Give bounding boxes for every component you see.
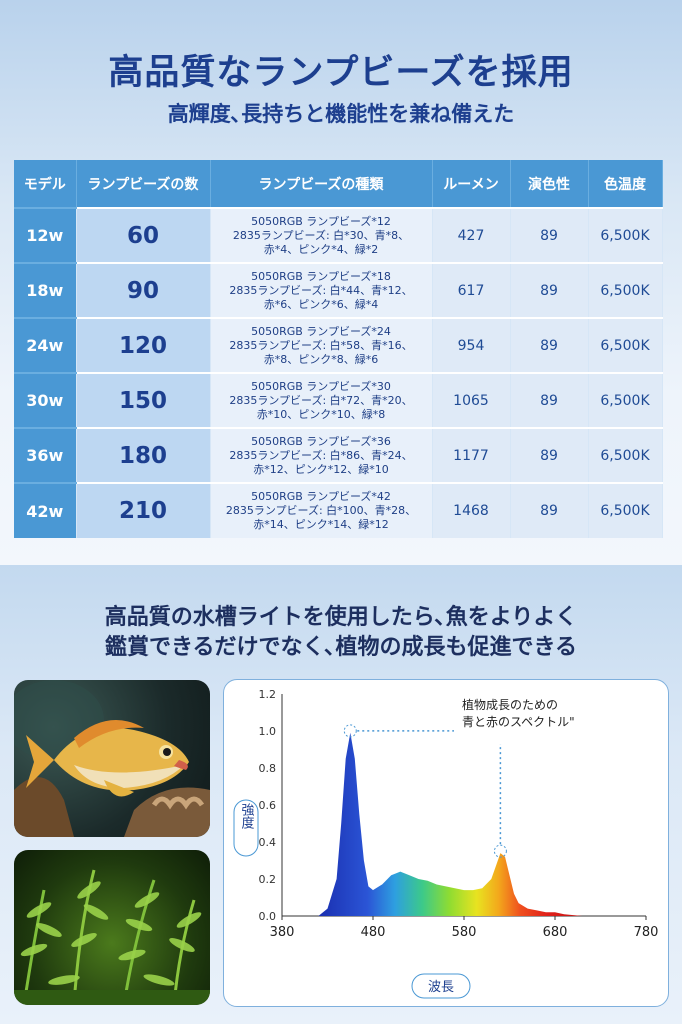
cell-model: 18w xyxy=(14,262,77,318)
cell-color-temp: 6,500K xyxy=(588,262,663,318)
lamp-type-line: 5050RGB ランプビーズ*24 xyxy=(251,324,391,338)
table-row: 42w 210 5050RGB ランプビーズ*42 2835ランプビーズ: 白*100… xyxy=(14,482,663,538)
spectrum-chart-card: 0.0 0.2 0.4 0.6 0.8 1.0 1.2 380 480 580 680 780 植物成長… xyxy=(223,679,669,1007)
cell-model: 12w xyxy=(14,207,77,263)
lamp-type-line: 5050RGB ランプビーズ*36 xyxy=(251,434,391,448)
bottom-section: 高品質の水槽ライトを使用したら､魚をよりよく 鑑賞できるだけでなく､植物の成長も… xyxy=(0,565,682,1024)
cell-cri: 89 xyxy=(510,207,589,263)
cell-lumen: 954 xyxy=(432,317,511,373)
cell-color-temp: 6,500K xyxy=(588,427,663,483)
x-tick-label: 780 xyxy=(634,925,659,940)
spectrum-area xyxy=(318,732,592,916)
cell-lamp-types: 5050RGB ランプビーズ*24 2835ランプビーズ: 白*58、青*16、赤… xyxy=(210,317,433,373)
lamp-type-line: 赤*6、ピンク*6、緑*4 xyxy=(263,297,379,311)
x-tick-label: 580 xyxy=(452,925,477,940)
cell-color-temp: 6,500K xyxy=(588,372,663,428)
description-line-1: 高品質の水槽ライトを使用したら､魚をよりよく xyxy=(104,605,578,630)
lamp-type-line: 赤*8、ピンク*8、緑*6 xyxy=(263,352,379,366)
page-title: 高品質なランプビーズを採用 xyxy=(108,53,574,93)
lamp-type-line: 2835ランプビーズ: 白*72、青*20、 xyxy=(229,393,413,407)
table-row: 18w 90 5050RGB ランプビーズ*18 2835ランプビーズ: 白*44、青… xyxy=(14,262,663,318)
y-tick-label: 0.0 xyxy=(259,910,277,923)
fish-photo xyxy=(14,680,210,837)
lamp-type-line: 5050RGB ランプビーズ*42 xyxy=(251,490,391,503)
y-tick-label: 1.2 xyxy=(259,688,277,701)
plant-photo xyxy=(14,850,210,1005)
lamp-type-line: 2835ランプビーズ: 白*86、青*24、 xyxy=(229,448,413,462)
cell-lamp-count: 210 xyxy=(76,482,211,538)
cell-lamp-types: 5050RGB ランプビーズ*36 2835ランプビーズ: 白*86、青*24、赤… xyxy=(210,427,433,483)
y-tick-label: 0.6 xyxy=(259,799,277,812)
x-label-pill xyxy=(411,973,471,999)
lamp-type-line: 2835ランプビーズ: 白*30、青*8、 xyxy=(232,228,410,242)
lamp-type-line: 2835ランプビーズ: 白*44、青*12、 xyxy=(229,283,413,297)
cell-cri: 89 xyxy=(510,372,589,428)
lamp-type-line: 2835ランプビーズ: 白*58、青*16、 xyxy=(229,338,413,352)
cell-lamp-types: 5050RGB ランプビーズ*30 2835ランプビーズ: 白*72、青*20、赤… xyxy=(210,372,433,428)
table-row: 12w 60 5050RGB ランプビーズ*12 2835ランプビーズ: 白*30、青… xyxy=(14,207,663,263)
y-tick-label: 0.4 xyxy=(259,836,277,849)
lamp-type-line: 赤*4、ピンク*4、緑*2 xyxy=(263,242,379,256)
cell-lumen: 1065 xyxy=(432,372,511,428)
table-row: 30w 150 5050RGB ランプビーズ*30 2835ランプビーズ: 白*72、… xyxy=(14,372,663,428)
lamp-type-line: 5050RGB ランプビーズ*30 xyxy=(251,379,391,393)
cell-color-temp: 6,500K xyxy=(588,317,663,373)
lamp-type-line: 5050RGB ランプビーズ*18 xyxy=(251,269,391,283)
annotation-line-1: 植物成長のための xyxy=(462,697,558,712)
y-tick-label: 0.2 xyxy=(259,873,277,886)
cell-model: 42w xyxy=(14,482,77,538)
top-section: 高品質なランプビーズを採用 高輝度､長持ちと機能性を兼ね備えた モデル ランプビ… xyxy=(0,0,682,565)
cell-cri: 89 xyxy=(510,482,589,538)
cell-model: 36w xyxy=(14,427,77,483)
page-subtitle: 高輝度､長持ちと機能性を兼ね備えた xyxy=(167,102,515,126)
header-cri: 演色性 xyxy=(510,160,589,208)
cell-lamp-types: 5050RGB ランプビーズ*42 2835ランプビーズ: 白*100、青*28、… xyxy=(210,482,433,538)
cell-lamp-types: 5050RGB ランプビーズ*12 2835ランプビーズ: 白*30、青*8、 赤*… xyxy=(210,207,433,263)
lamp-type-line: 赤*10、ピンク*10、緑*8 xyxy=(256,407,386,421)
cell-lumen: 1468 xyxy=(432,482,511,538)
x-tick-label: 680 xyxy=(543,925,568,940)
header-color-temp: 色温度 xyxy=(588,160,663,208)
cell-lamp-count: 180 xyxy=(76,427,211,483)
header-model: モデル xyxy=(14,160,77,208)
blue-peak-marker xyxy=(343,724,357,738)
lamp-type-line: 5050RGB ランプビーズ*12 xyxy=(251,214,391,228)
annotation-line-2: 青と赤のスペクトル" xyxy=(462,715,575,729)
cell-cri: 89 xyxy=(510,317,589,373)
table-row: 24w 120 5050RGB ランプビーズ*24 2835ランプビーズ: 白*58、… xyxy=(14,317,663,373)
cell-lamp-count: 150 xyxy=(76,372,211,428)
lamp-type-line: 赤*14、ピンク*14、緑*12 xyxy=(253,518,389,531)
spec-table: モデル ランプビーズの数 ランプビーズの種類 ルーメン 演色性 色温度 12w 6… xyxy=(14,160,663,538)
y-tick-label: 1.0 xyxy=(259,725,277,738)
header-lumen: ルーメン xyxy=(432,160,511,208)
cell-color-temp: 6,500K xyxy=(588,482,663,538)
description-line-2: 鑑賞できるだけでなく､植物の成長も促進できる xyxy=(104,635,578,660)
table-header-row: モデル ランプビーズの数 ランプビーズの種類 ルーメン 演色性 色温度 xyxy=(14,160,663,208)
cell-lamp-count: 90 xyxy=(76,262,211,318)
x-tick-label: 480 xyxy=(361,925,386,940)
y-label-pill xyxy=(233,799,259,857)
spectrum-chart: 0.0 0.2 0.4 0.6 0.8 1.0 1.2 380 480 580 680 780 植物成長… xyxy=(233,688,659,999)
x-axis-label: 波長 xyxy=(428,980,454,995)
red-peak-marker xyxy=(493,844,507,858)
cell-lumen: 427 xyxy=(432,207,511,263)
cell-lumen: 617 xyxy=(432,262,511,318)
table-row: 36w 180 5050RGB ランプビーズ*36 2835ランプビーズ: 白*86、… xyxy=(14,427,663,483)
cell-model: 24w xyxy=(14,317,77,373)
header-types: ランプビーズの種類 xyxy=(210,160,433,208)
x-tick-label: 380 xyxy=(270,925,295,940)
cell-lamp-count: 120 xyxy=(76,317,211,373)
cell-lamp-count: 60 xyxy=(76,207,211,263)
cell-color-temp: 6,500K xyxy=(588,207,663,263)
cell-cri: 89 xyxy=(510,262,589,318)
header-count: ランプビーズの数 xyxy=(76,160,211,208)
cell-cri: 89 xyxy=(510,427,589,483)
cell-lamp-types: 5050RGB ランプビーズ*18 2835ランプビーズ: 白*44、青*12、赤… xyxy=(210,262,433,318)
y-axis-label: 強度 xyxy=(239,803,255,829)
lamp-type-line: 赤*12、ピンク*12、緑*10 xyxy=(253,462,389,476)
lamp-type-line: 2835ランプビーズ: 白*100、青*28、 xyxy=(225,504,417,517)
cell-lumen: 1177 xyxy=(432,427,511,483)
cell-model: 30w xyxy=(14,372,77,428)
y-tick-label: 0.8 xyxy=(259,762,277,775)
